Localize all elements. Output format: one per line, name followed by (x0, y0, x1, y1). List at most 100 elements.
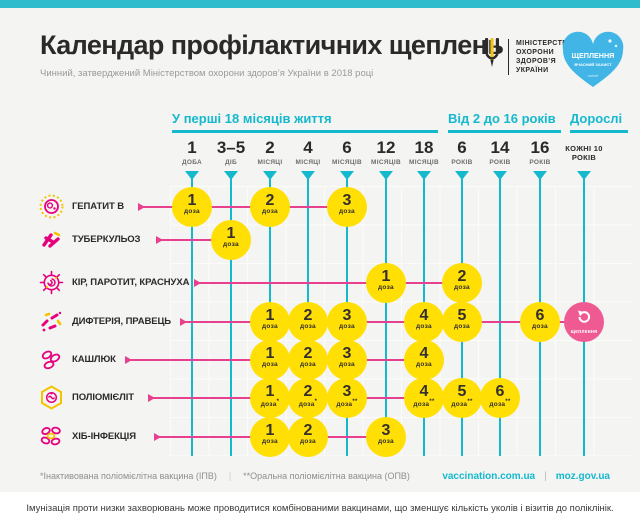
dose-word: доза (300, 361, 316, 368)
trident-icon (482, 36, 502, 77)
dose-circle: 3 доза (327, 302, 367, 342)
dose-word: доза* (298, 399, 318, 409)
column-age-value: 16 (530, 138, 550, 157)
vaccine-timeline-line (196, 282, 462, 284)
hib-bacteria-icon (38, 423, 65, 450)
booster-label: щеплення (570, 329, 598, 335)
column-age-value: 1 (187, 138, 197, 157)
heart-footer: unicef (588, 73, 600, 78)
dose-number: 3 (342, 192, 352, 209)
ministry-logo: МІНІСТЕРСТВО ОХОРОНИ ЗДОРОВ’Я УКРАЇНИ (482, 36, 573, 77)
vaccine-line-arrow-icon (156, 236, 163, 244)
dose-word: доза** (451, 399, 473, 409)
dose-circle: 1 доза (172, 187, 212, 227)
footer-links: vaccination.com.ua | moz.gov.ua (442, 471, 610, 482)
page-subtitle: Чинний, затверджений Міністерством охоро… (40, 68, 374, 79)
column-age-value: 3–5 (216, 138, 246, 157)
age-group-title: Від 2 до 16 років (448, 111, 556, 126)
column-age-unit: МІСЯЦІВ (371, 159, 401, 166)
dose-word: доза (300, 438, 316, 445)
dose-word: доза (339, 323, 355, 330)
dose-word: доза (184, 208, 200, 215)
pertussis-bacteria-icon (38, 346, 65, 373)
vaccine-name-label: КАШЛЮК (72, 354, 116, 365)
vaccine-timeline-line (140, 206, 347, 208)
column-age-unit: МІСЯЦІВ (409, 159, 439, 166)
dose-number: 3 (342, 345, 352, 362)
tuberculosis-bacteria-icon (38, 226, 65, 253)
dose-number: 1 (226, 225, 236, 242)
dose-circle: 5 доза** (442, 378, 482, 418)
column-age-value: 12 (376, 138, 396, 157)
booster-circle: щеплення (564, 302, 604, 342)
dose-circle: 1 доза (211, 220, 251, 260)
vaccine-name-label: ТУБЕРКУЛЬОЗ (72, 234, 141, 245)
column-timeline-line (191, 179, 193, 456)
links-separator: | (544, 471, 547, 482)
bottom-strip (0, 492, 640, 531)
dose-word: доза (262, 208, 278, 215)
dose-word: доза (262, 438, 278, 445)
dose-number: 4 (419, 345, 429, 362)
dose-number: 3 (381, 422, 391, 439)
column-age-unit: МІСЯЦІ (295, 159, 321, 166)
column-age-unit: МІСЯЦІ (257, 159, 283, 166)
heart-subtitle: ВЧАСНИЙ ЗАХИСТ (574, 62, 612, 67)
dose-circle: 4 доза** (404, 378, 444, 418)
vaccination-campaign-logo: ЩЕПЛЕННЯ ВЧАСНИЙ ЗАХИСТ unicef (558, 30, 628, 92)
column-timeline-line (230, 179, 232, 456)
heart-title: ЩЕПЛЕННЯ (572, 51, 615, 60)
dose-circle: 1 доза* (250, 378, 290, 418)
vaccine-name-label: ПОЛІОМІЄЛІТ (72, 392, 134, 403)
dose-number: 4 (419, 307, 429, 324)
column-age-value: 2 (265, 138, 275, 157)
dose-word: доза (300, 323, 316, 330)
column-age-value: 6 (457, 138, 467, 157)
dose-circle: 2 доза (288, 417, 328, 457)
vaccine-timeline-line (182, 321, 584, 323)
column-age-value: 6 (342, 138, 352, 157)
dose-word: доза (339, 208, 355, 215)
age-group-underline (448, 130, 561, 133)
dose-word: доза (532, 323, 548, 330)
column-marker-triangle-icon (301, 171, 315, 180)
column-marker-triangle-icon (417, 171, 431, 180)
dose-word: доза** (489, 399, 511, 409)
dose-circle: 2 доза (288, 302, 328, 342)
column-age-unit: ДІБ (224, 159, 237, 166)
dose-circle: 3 доза (366, 417, 406, 457)
column-marker-triangle-icon (185, 171, 199, 180)
dose-circle: 1 доза (250, 417, 290, 457)
dose-number: 2 (265, 192, 275, 209)
column-age-unit: РОКІВ (529, 159, 551, 166)
vaccine-timeline-line (158, 239, 231, 241)
vaccine-line-arrow-icon (148, 394, 155, 402)
dose-circle: 4 доза (404, 302, 444, 342)
dose-circle: 6 доза** (480, 378, 520, 418)
dose-word: доза (262, 361, 278, 368)
vaccine-line-arrow-icon (125, 356, 132, 364)
repeat-icon (564, 310, 604, 329)
dose-word: доза (223, 241, 239, 248)
dose-circle: 2 доза (288, 340, 328, 380)
column-marker-triangle-icon (224, 171, 238, 180)
dose-number: 2 (303, 383, 313, 400)
age-group-title: Дорослі (570, 111, 623, 126)
link-vaccination-site[interactable]: vaccination.com.ua (442, 471, 536, 482)
dose-word: доза (454, 323, 470, 330)
dose-word: доза* (260, 399, 280, 409)
vaccine-name-label: ХІБ-ІНФЕКЦІЯ (72, 431, 136, 442)
polio-virus-icon (38, 384, 65, 411)
dose-number: 6 (535, 307, 545, 324)
vaccine-line-arrow-icon (154, 433, 161, 441)
dose-number: 2 (303, 345, 313, 362)
column-marker-triangle-icon (379, 171, 393, 180)
page-title: Календар профілактичних щеплень (40, 30, 504, 60)
link-moz-site[interactable]: moz.gov.ua (555, 471, 610, 482)
vaccine-line-arrow-icon (194, 279, 201, 287)
dose-number: 2 (457, 268, 467, 285)
column-age-unit: МІСЯЦІВ (332, 159, 362, 166)
footnote-ipv: *Інактивована поліомієлітна вакцина (ІПВ… (40, 471, 217, 481)
dose-number: 2 (303, 307, 313, 324)
